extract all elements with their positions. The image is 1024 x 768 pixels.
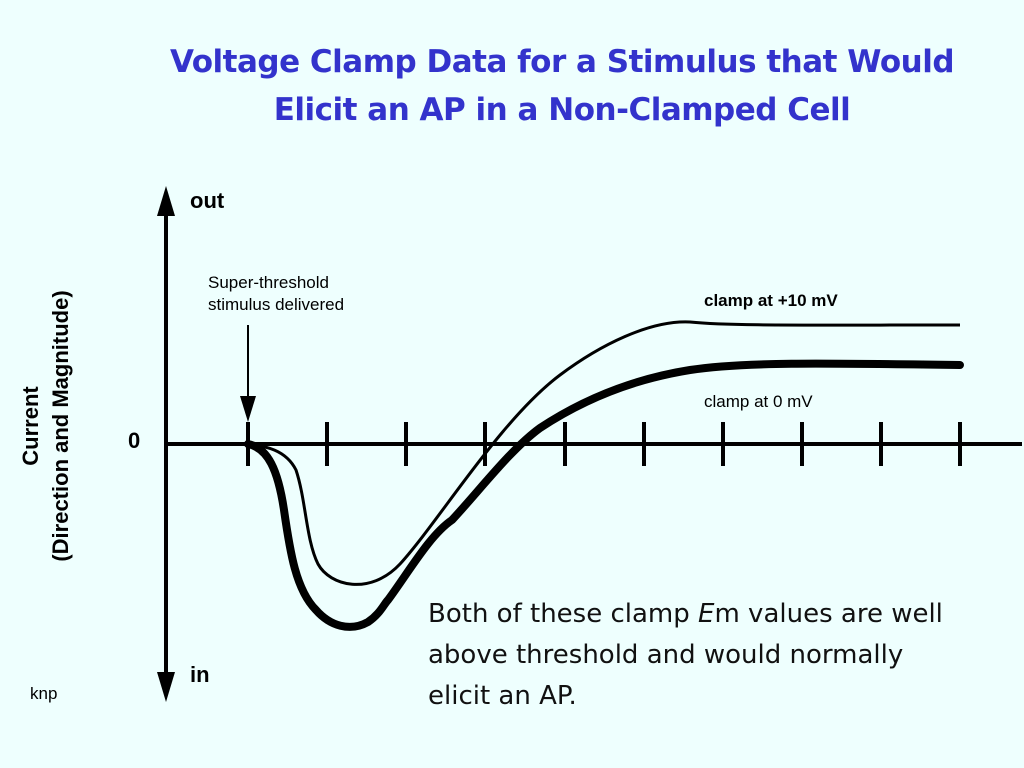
y-axis-arrow-up [157,186,175,216]
curve-label-clamp-0: clamp at 0 mV [704,392,813,411]
y-axis-title: Current (Direction and Magnitude) [16,246,76,606]
y-axis-arrow-down [157,672,175,702]
y-axis-bottom-label: in [190,662,210,687]
stimulus-label-line-1: Super-threshold [208,273,329,292]
y-axis-title-line-1: Current [18,386,43,466]
note-suffix: m values are well [714,599,943,629]
note-line-1: Both of these clamp Em values are well [428,594,1008,635]
curve-label-clamp-plus10: clamp at +10 mV [704,291,838,310]
stimulus-arrow-head [240,396,256,422]
author-initials: knp [30,684,58,703]
title-line-2: Elicit an AP in a Non-Clamped Cell [273,92,851,128]
explanation-note: Both of these clamp Em values are well a… [428,594,1008,717]
note-italic: E [698,599,715,629]
note-line-3: elicit an AP. [428,681,577,711]
note-prefix: Both of these clamp [428,599,699,629]
y-axis-top-label: out [190,188,225,213]
stimulus-label: Super-threshold stimulus delivered [208,272,344,316]
curve-clamp-0 [244,359,964,631]
zero-label: 0 [128,428,141,453]
stimulus-label-line-2: stimulus delivered [208,295,345,314]
curve-clamp-plus10 [247,320,961,586]
time-ticks [246,422,962,466]
note-line-2: above threshold and would normally [428,640,904,670]
title-line-1: Voltage Clamp Data for a Stimulus that W… [169,44,955,80]
page-title: Voltage Clamp Data for a Stimulus that W… [150,38,974,134]
y-axis-title-line-2: (Direction and Magnitude) [48,290,73,562]
